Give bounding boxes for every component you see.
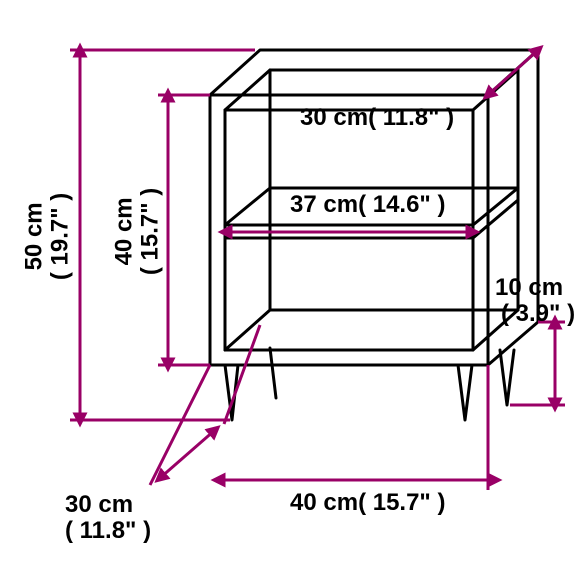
label-width: 40 cm( 15.7" ) — [290, 490, 445, 516]
label-depth-top: 30 cm( 11.8" ) — [300, 105, 454, 131]
label-depth-bottom: 30 cm( 11.8" ) — [65, 492, 151, 545]
label-leg-height: 10 cm( 3.9" ) — [495, 275, 575, 328]
label-box-height: 40 cm( 15.7" ) — [112, 171, 165, 291]
label-inner-width: 37 cm( 14.6" ) — [290, 192, 445, 218]
label-overall-height: 50 cm( 19.7" ) — [22, 176, 75, 296]
